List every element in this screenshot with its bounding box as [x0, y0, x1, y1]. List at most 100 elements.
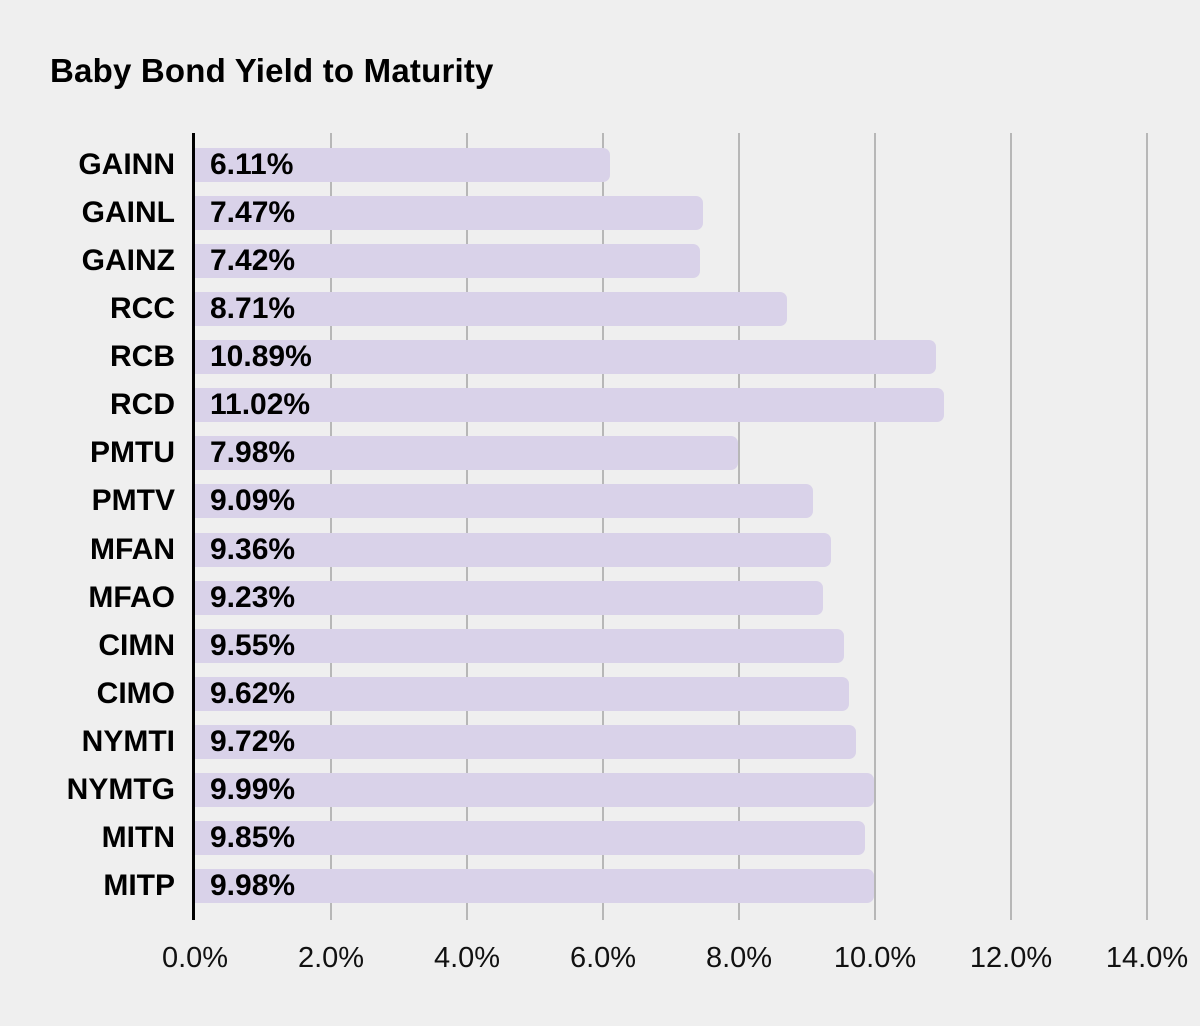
bar: 9.23%	[195, 580, 823, 615]
bar: 11.02%	[195, 388, 945, 423]
bar-track: 6.11%	[195, 141, 1147, 189]
bar-row: CIMO 9.62%	[0, 670, 1200, 718]
category-label: MFAN	[90, 532, 175, 566]
bar-track: 11.02%	[195, 381, 1147, 429]
gridline-2.0%	[330, 133, 332, 920]
bar-row: RCB 10.89%	[0, 333, 1200, 381]
bar: 9.98%	[195, 868, 874, 903]
bar-value-label: 7.47%	[210, 196, 296, 230]
bar: 9.55%	[195, 628, 845, 663]
bar-track: 9.72%	[195, 718, 1147, 766]
bar-track: 8.71%	[195, 285, 1147, 333]
bar: 7.47%	[195, 196, 703, 231]
category-label: GAINN	[78, 148, 175, 182]
bar: 7.42%	[195, 244, 700, 279]
bar-row: MFAN 9.36%	[0, 526, 1200, 574]
category-label: MITN	[101, 820, 175, 854]
bar-value-label: 9.23%	[210, 580, 296, 614]
bar-row: CIMN 9.55%	[0, 622, 1200, 670]
category-label: PMTU	[90, 436, 175, 470]
y-axis-line	[192, 133, 195, 920]
bar-row: GAINL 7.47%	[0, 189, 1200, 237]
x-tick-label: 8.0%	[705, 942, 773, 974]
bar-row: PMTV 9.09%	[0, 477, 1200, 525]
x-tick-label: 14.0%	[1105, 942, 1189, 974]
bar: 9.36%	[195, 532, 832, 567]
bar-value-label: 7.42%	[210, 244, 296, 278]
bar: 6.11%	[195, 148, 611, 183]
gridline-10.0%	[874, 133, 876, 920]
category-label: NYMTI	[81, 724, 175, 758]
bar-value-label: 9.85%	[210, 820, 296, 854]
category-label: RCD	[110, 388, 175, 422]
x-tick-label: 2.0%	[297, 942, 365, 974]
chart-title: Baby Bond Yield to Maturity	[50, 52, 494, 89]
bar-row: MITN 9.85%	[0, 814, 1200, 862]
category-label: MFAO	[88, 580, 175, 614]
bar-rows: GAINN 6.11% GAINL 7.47% GAINZ 7.42% RCC 8.71% RC…	[0, 141, 1200, 910]
bar-track: 9.09%	[195, 477, 1147, 525]
bar-row: RCC 8.71%	[0, 285, 1200, 333]
bar-track: 9.85%	[195, 814, 1147, 862]
bar-value-label: 9.55%	[210, 628, 296, 662]
bar-value-label: 6.11%	[210, 148, 294, 182]
x-tick-label: 4.0%	[433, 942, 501, 974]
bar-value-label: 10.89%	[210, 340, 312, 374]
category-label: CIMN	[98, 628, 175, 662]
bar-row: MITP 9.98%	[0, 862, 1200, 910]
bar-track: 9.23%	[195, 574, 1147, 622]
bar-row: PMTU 7.98%	[0, 429, 1200, 477]
plot-area: GAINN 6.11% GAINL 7.47% GAINZ 7.42% RCC 8.71% RC…	[0, 133, 1200, 920]
bar-value-label: 9.62%	[210, 676, 296, 710]
bar-value-label: 9.09%	[210, 484, 296, 518]
bar-value-label: 9.98%	[210, 868, 296, 902]
category-label: RCC	[110, 292, 175, 326]
bar-track: 7.42%	[195, 237, 1147, 285]
bar-row: GAINZ 7.42%	[0, 237, 1200, 285]
bar: 8.71%	[195, 292, 788, 327]
bar-value-label: 8.71%	[210, 292, 296, 326]
gridline-6.0%	[602, 133, 604, 920]
category-label: NYMTG	[66, 772, 175, 806]
bar-row: NYMTI 9.72%	[0, 718, 1200, 766]
category-label: RCB	[110, 340, 175, 374]
bar: 9.62%	[195, 676, 850, 711]
gridline-8.0%	[738, 133, 740, 920]
bar-value-label: 7.98%	[210, 436, 296, 470]
x-tick-label: 12.0%	[969, 942, 1053, 974]
bar-value-label: 9.36%	[210, 532, 296, 566]
bar: 9.09%	[195, 484, 814, 519]
bar-row: MFAO 9.23%	[0, 574, 1200, 622]
category-label: PMTV	[91, 484, 175, 518]
bar-value-label: 9.72%	[210, 724, 296, 758]
bar-track: 7.47%	[195, 189, 1147, 237]
x-tick-label: 6.0%	[569, 942, 637, 974]
gridlines	[195, 133, 1148, 920]
gridline-4.0%	[466, 133, 468, 920]
x-axis: 0.0% 2.0% 4.0% 6.0% 8.0% 10.0% 12.0% 14.0%	[162, 920, 1188, 990]
bar-row: NYMTG 9.99%	[0, 766, 1200, 814]
bar-track: 9.36%	[195, 526, 1147, 574]
bar: 9.99%	[195, 772, 875, 807]
category-label: MITP	[103, 868, 175, 902]
category-label: CIMO	[96, 676, 175, 710]
category-label: GAINZ	[81, 244, 175, 278]
category-label: GAINL	[81, 196, 175, 230]
gridline-12.0%	[1010, 133, 1012, 920]
bar-row: RCD 11.02%	[0, 381, 1200, 429]
gridline-14.0%	[1146, 133, 1148, 920]
bar-track: 10.89%	[195, 333, 1147, 381]
bar: 9.85%	[195, 820, 865, 855]
bar-value-label: 11.02%	[210, 388, 311, 422]
bar-track: 9.98%	[195, 862, 1147, 910]
bar: 7.98%	[195, 436, 738, 471]
x-tick-label: 10.0%	[833, 942, 917, 974]
bar-row: GAINN 6.11%	[0, 141, 1200, 189]
x-tick-label: 0.0%	[161, 942, 229, 974]
bar-track: 9.99%	[195, 766, 1147, 814]
bar-track: 9.62%	[195, 670, 1147, 718]
bar-track: 7.98%	[195, 429, 1147, 477]
bar: 9.72%	[195, 724, 856, 759]
bar-value-label: 9.99%	[210, 772, 296, 806]
